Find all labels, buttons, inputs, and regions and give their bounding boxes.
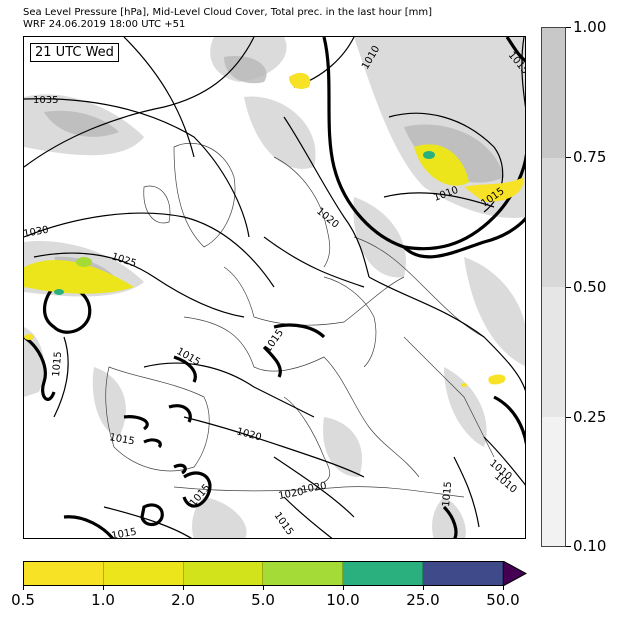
cloud-cover-colorbar <box>541 27 566 547</box>
precip-tick-label: 2.0 <box>171 591 195 609</box>
precip-bar-segment <box>263 562 344 585</box>
isobar-labels: 1035 1030 1025 1020 1015 1010 1010 1015 … <box>24 44 526 539</box>
cloud-tick <box>566 157 571 158</box>
precip-tick <box>183 586 184 590</box>
cloud-tick-label: 0.50 <box>573 278 607 296</box>
cloud-tick-label: 0.10 <box>573 537 607 555</box>
isobar-label-layer: 1035 1030 1025 1020 1015 1010 1010 1015 … <box>24 44 526 539</box>
cloud-bar-segment <box>542 287 565 417</box>
map-header: Sea Level Pressure [hPa], Mid-Level Clou… <box>23 7 432 31</box>
isobars-bold <box>24 37 525 538</box>
isobar-label: 1030 <box>24 225 50 240</box>
isobar-label: 1020 <box>278 487 305 502</box>
precip-tick-label: 50.0 <box>486 591 520 609</box>
isobar-label: 1010 <box>432 185 460 204</box>
isobars-thin <box>24 37 525 538</box>
precip-tick <box>23 586 24 590</box>
isobar-label: 1015 <box>111 527 138 539</box>
isobar-label: 1020 <box>314 206 341 231</box>
isobar-label: 1015 <box>108 432 135 447</box>
weather-map: 21 UTC Wed 1035 1030 1025 1020 1015 1010… <box>23 36 526 539</box>
cloud-tick <box>566 287 571 288</box>
precip-tick-label: 10.0 <box>326 591 360 609</box>
cloud-bar-segment <box>542 157 565 287</box>
precip-bar-segment <box>343 562 424 585</box>
cloud-tick-label: 0.75 <box>573 148 607 166</box>
precip-tick-label: 5.0 <box>251 591 275 609</box>
map-canvas <box>24 37 525 538</box>
isobar-label: 1015 <box>479 186 506 210</box>
precip-extend-arrow <box>503 561 527 586</box>
precip-bar-segment <box>183 562 264 585</box>
precip-tick <box>503 586 504 590</box>
isobar-label: 1010 <box>360 44 382 72</box>
isobar-label: 1020 <box>301 481 328 496</box>
cloud-tick <box>566 417 571 418</box>
isobar-label: 1020 <box>235 426 262 443</box>
precip-tick-label: 0.5 <box>11 591 35 609</box>
precip-tick <box>263 586 264 590</box>
cloud-tick-label: 0.25 <box>573 408 607 426</box>
cloud-tick-label: 1.00 <box>573 18 607 36</box>
cloud-bar-segment <box>542 416 565 546</box>
isobar-label: 1035 <box>33 95 58 106</box>
isobar-label: 1025 <box>110 251 138 269</box>
map-subtitle: WRF 24.06.2019 18:00 UTC +51 <box>23 19 186 30</box>
cloud-tick <box>566 546 571 547</box>
cloud-tick <box>566 27 571 28</box>
isobar-label: 1015 <box>506 50 526 77</box>
precip-tick <box>343 586 344 590</box>
precipitation-colorbar <box>23 561 503 586</box>
isobar-label: 1015 <box>441 481 454 507</box>
isobar-label: 1015 <box>51 351 64 377</box>
precip-bar-segment <box>423 562 503 585</box>
precip-tick-label: 1.0 <box>91 591 115 609</box>
time-label: 21 UTC Wed <box>30 43 119 62</box>
isobar-label: 1015 <box>188 482 213 509</box>
precip-tick-label: 25.0 <box>406 591 440 609</box>
isobar-label: 1015 <box>175 346 203 368</box>
isobar-label: 1015 <box>272 510 296 537</box>
precipitation-layer <box>24 72 524 387</box>
coastlines <box>105 143 495 498</box>
precip-bar-segment <box>24 562 104 585</box>
isobar-label: 1015 <box>262 328 286 355</box>
map-title: Sea Level Pressure [hPa], Mid-Level Clou… <box>23 7 433 18</box>
precip-bar-segment <box>103 562 184 585</box>
precip-tick <box>103 586 104 590</box>
precip-tick <box>423 586 424 590</box>
cloud-bar-segment <box>542 28 565 158</box>
